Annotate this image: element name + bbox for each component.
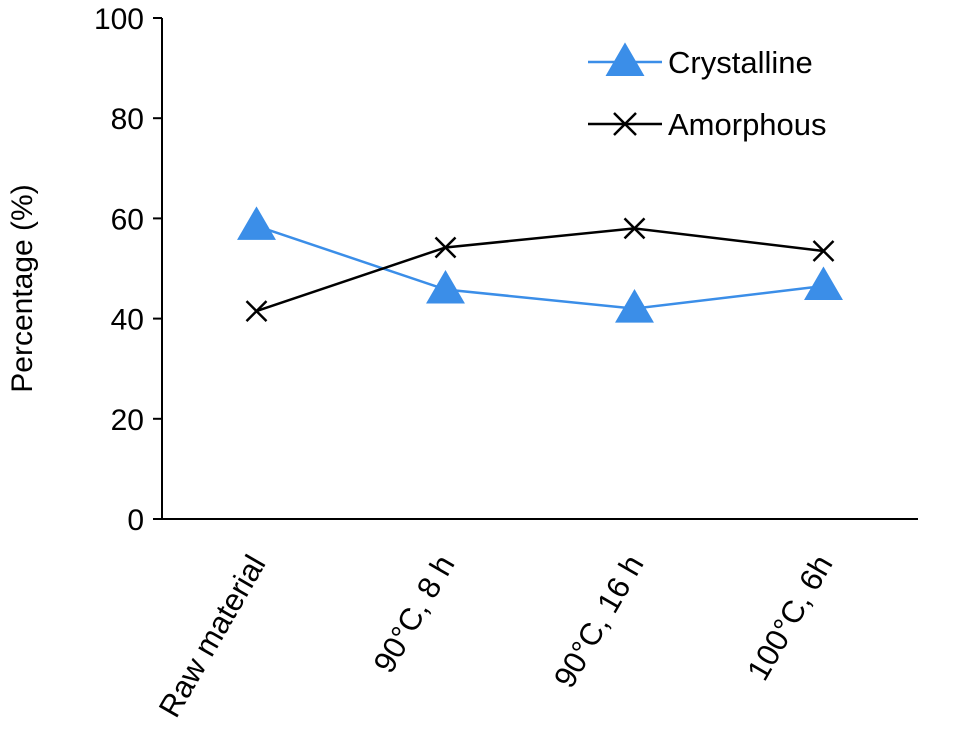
data-point-crystalline — [426, 269, 465, 304]
data-point-amorphous — [812, 240, 835, 262]
x-category-label: 90°C, 8 h — [366, 549, 461, 679]
legend-label: Amorphous — [668, 107, 827, 142]
data-point-amorphous — [623, 217, 646, 240]
series-amorphous — [245, 217, 835, 322]
axes — [161, 18, 918, 520]
legend-item-crystalline: Crystalline — [588, 42, 813, 80]
y-tick-label: 60 — [111, 203, 144, 236]
x-category-label: 90°C, 16 h — [547, 549, 651, 694]
data-point-crystalline — [804, 266, 843, 301]
series-line-crystalline — [256, 224, 824, 310]
x-category-label: 100°C, 6h — [740, 549, 839, 686]
y-tick-label: 40 — [111, 304, 144, 337]
series-crystalline — [237, 206, 843, 323]
series-group — [237, 206, 843, 323]
y-axis-ticks: 0 20 40 60 80 100 — [94, 3, 162, 537]
y-tick-label: 0 — [127, 504, 144, 537]
legend-item-amorphous: Amorphous — [588, 107, 827, 142]
y-tick-label: 20 — [111, 404, 144, 437]
y-tick-label: 80 — [111, 103, 144, 136]
x-category-label: Raw material — [152, 549, 273, 723]
x-axis-categories: Raw material 90°C, 8 h 90°C, 16 h 100°C, 6h — [152, 549, 840, 723]
series-line-amorphous — [256, 227, 824, 313]
legend: Crystalline Amorphous — [588, 42, 827, 142]
data-point-crystalline — [615, 288, 654, 323]
legend-marker — [605, 42, 645, 76]
y-axis-title: Percentage (%) — [6, 184, 39, 392]
y-tick-label: 100 — [94, 3, 144, 36]
legend-label: Crystalline — [668, 45, 813, 80]
data-point-amorphous — [245, 300, 268, 322]
data-point-crystalline — [237, 206, 276, 240]
legend-marker — [613, 112, 637, 136]
data-point-amorphous — [434, 236, 457, 259]
